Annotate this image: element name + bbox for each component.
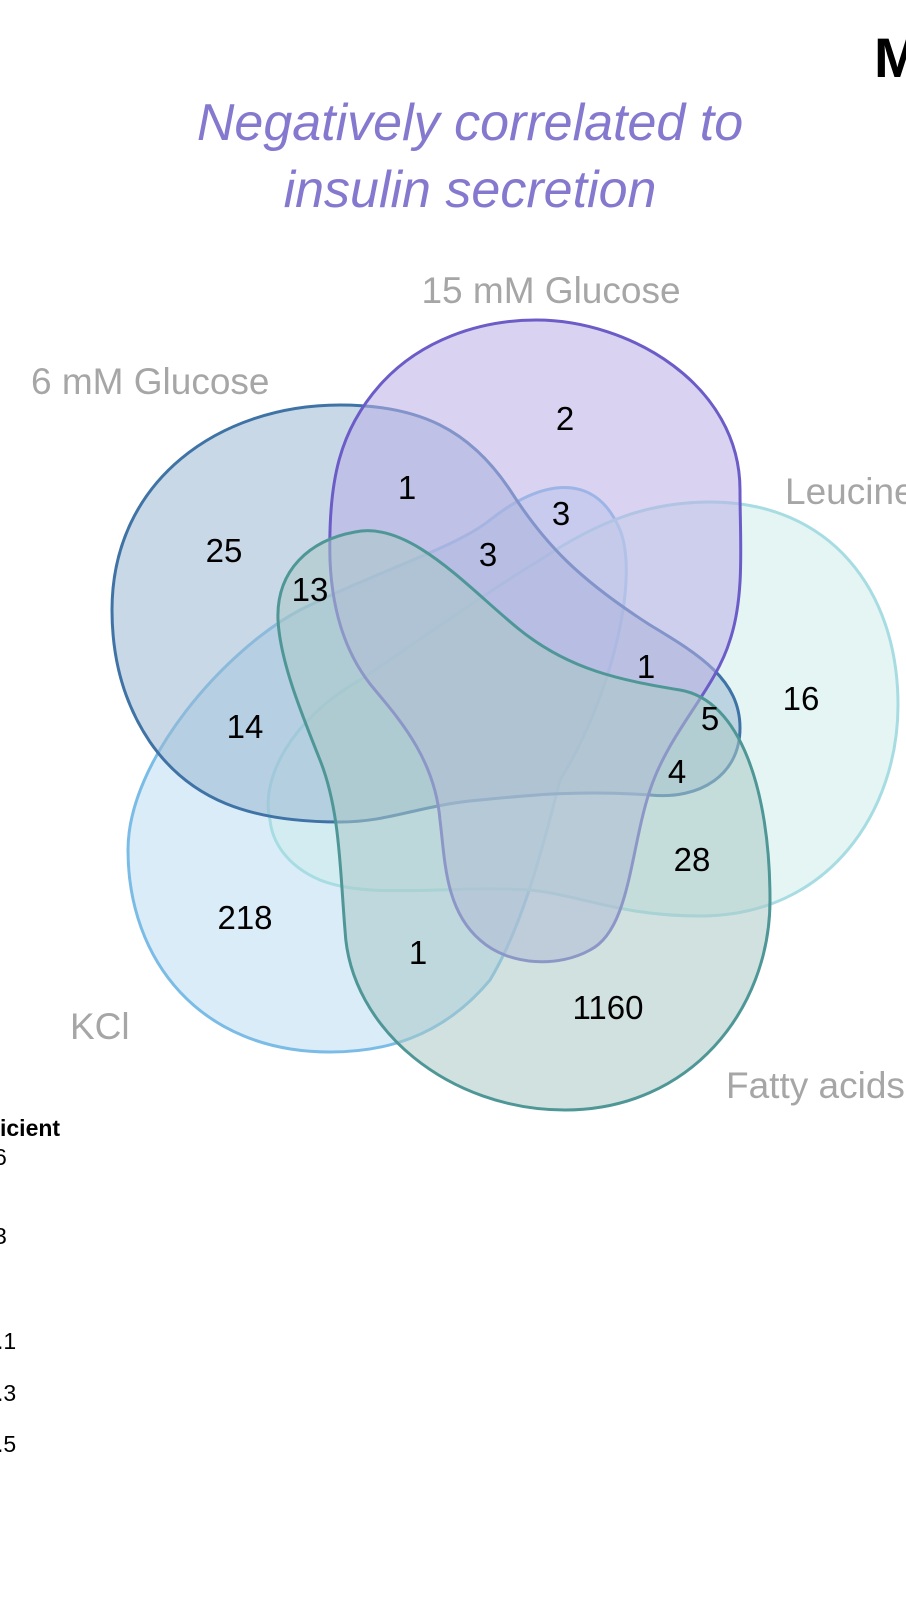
legend-tick: 6 <box>0 1144 7 1170</box>
set-label-6mm-glucose: 6 mM Glucose <box>31 361 270 402</box>
legend-tick: .3 <box>0 1380 16 1406</box>
count-6mm-kcl: 14 <box>227 708 264 745</box>
count-6mm-15mm: 1 <box>398 469 416 506</box>
legend-title: icient <box>0 1115 60 1141</box>
count-6mm-only: 25 <box>206 532 243 569</box>
set-label-15mm-glucose: 15 mM Glucose <box>421 270 680 311</box>
count-6mm-fatty-acids: 13 <box>292 571 329 608</box>
count-leucine-only: 16 <box>783 680 820 717</box>
count-15mm-kcl: 3 <box>552 495 570 532</box>
count-leucine-fatty-acids: 28 <box>674 841 711 878</box>
count-15mm-leucine: 1 <box>637 648 655 685</box>
count-6mm-leucine-fatty-acids: 4 <box>668 753 686 790</box>
set-label-kcl: KCl <box>70 1006 130 1047</box>
count-kcl-fatty-acids: 1 <box>409 934 427 971</box>
count-15mm-only: 2 <box>556 400 574 437</box>
legend-tick: 3 <box>0 1223 7 1249</box>
panel-letter: M <box>874 26 906 89</box>
legend-tick: .1 <box>0 1328 16 1354</box>
count-6mm-leucine: 5 <box>701 700 719 737</box>
title-line-1: Negatively correlated to <box>197 94 743 152</box>
title-line-2: insulin secretion <box>284 161 657 219</box>
set-label-leucine: Leucine <box>785 471 906 512</box>
count-fatty-acids-only: 1160 <box>573 989 644 1026</box>
set-shape-fatty-acids <box>276 529 772 1112</box>
count-kcl-only: 218 <box>217 899 272 936</box>
legend-tick: .5 <box>0 1431 16 1457</box>
set-label-fatty-acids: Fatty acids <box>726 1065 905 1106</box>
count-6mm-15mm-kcl: 3 <box>479 536 497 573</box>
